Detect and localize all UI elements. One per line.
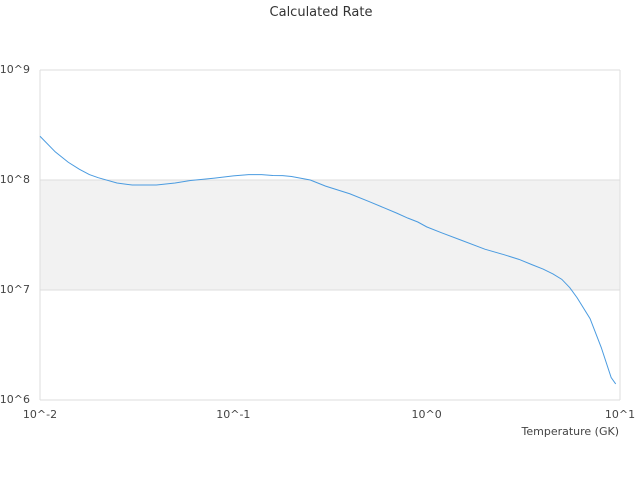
y-tick-label: 10^7 [0,283,30,296]
series-line [39,135,617,385]
x-tick-label: 10^1 [605,408,635,421]
x-tick-label: 10^-2 [23,408,57,421]
y-tick-label: 10^9 [0,63,30,76]
x-tick-label: 10^-1 [216,408,250,421]
chart-title: Calculated Rate [270,5,373,20]
x-tick-label: 10^0 [412,408,442,421]
plot-band [40,180,620,290]
y-tick-label: 10^6 [0,393,30,406]
plot-area: 10^6 10^7 10^8 10^9 10^-2 10^-1 10^0 10^1 [0,63,635,421]
x-axis-label: Temperature (GK) [521,425,620,438]
y-tick-label: 10^8 [0,173,30,186]
